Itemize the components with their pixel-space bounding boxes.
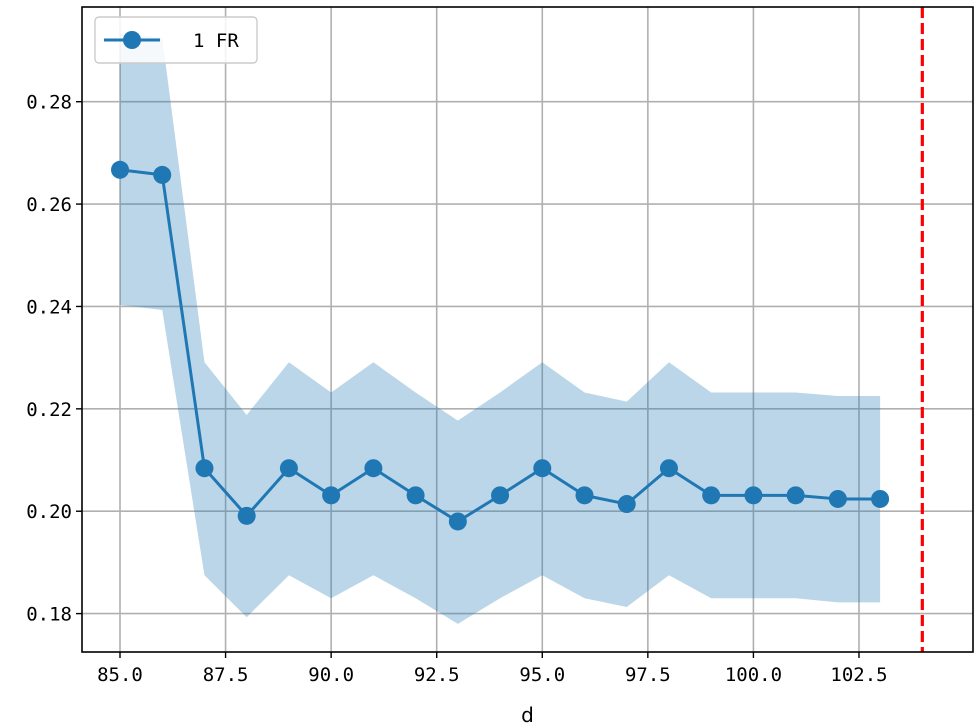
legend-label: 1 FR [193,30,239,52]
data-point [322,486,341,505]
grid [82,7,973,652]
x-axis-label: d [521,703,534,725]
data-point [702,486,721,505]
data-point [111,160,130,179]
legend-marker [123,31,141,49]
plot-frame [81,6,974,653]
data-point [575,486,594,505]
x-tick-label: 95.0 [519,664,565,686]
data-point [828,489,847,508]
data-point [491,486,510,505]
legend-box [94,16,258,64]
data-point [237,506,256,525]
confidence-band [120,33,881,624]
x-tick-label: 102.5 [830,664,887,686]
data-point [195,459,214,478]
y-tick-label: 0.20 [26,501,72,523]
data-points-layer [111,160,890,531]
confidence-band-layer [120,33,881,624]
data-point [364,459,383,478]
legend: 1 FR [94,16,258,64]
data-point [448,512,467,531]
data-point [871,489,890,508]
data-point [406,486,425,505]
data-point [279,459,298,478]
data-point [617,495,636,514]
y-axis-ticks: 0.18 0.20 0.22 0.24 0.26 0.28 [26,92,82,626]
x-tick-label: 87.5 [203,664,249,686]
data-point [744,486,763,505]
data-point [153,165,172,184]
x-tick-label: 92.5 [414,664,460,686]
y-tick-label: 0.22 [26,399,72,421]
y-tick-label: 0.24 [26,296,72,318]
x-tick-label: 100.0 [725,664,782,686]
y-tick-label: 0.18 [26,604,72,626]
y-tick-label: 0.26 [26,194,72,216]
data-point [659,459,678,478]
x-tick-label: 90.0 [308,664,354,686]
data-point [786,486,805,505]
x-axis-ticks: 85.0 87.5 90.0 92.5 95.0 97.5 100.0 102.5 [97,652,888,686]
x-tick-label: 97.5 [625,664,671,686]
y-tick-label: 0.28 [26,92,72,114]
x-tick-label: 85.0 [97,664,143,686]
data-point [533,459,552,478]
